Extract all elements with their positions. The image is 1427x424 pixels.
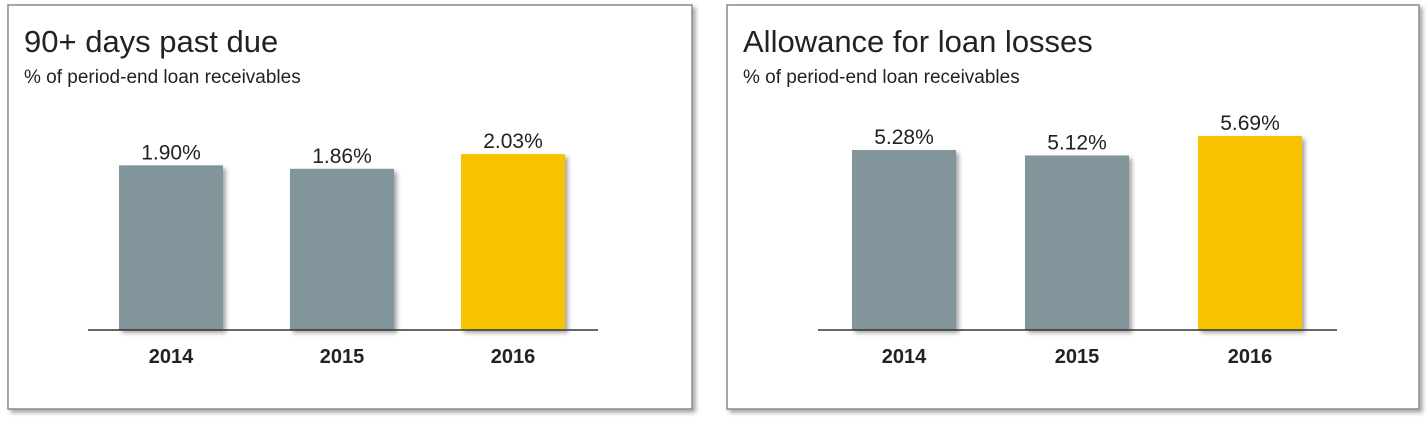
x-tick-label: 2016 <box>491 346 536 368</box>
bar <box>290 168 394 330</box>
value-label: 1.90% <box>141 141 201 164</box>
value-label: 5.69% <box>1220 112 1280 135</box>
chart-title: Allowance for loan losses <box>743 24 1093 59</box>
chart-panel: 90+ days past due % of period-end loan re… <box>7 4 693 410</box>
chart-title: 90+ days past due <box>24 24 278 59</box>
value-label: 5.12% <box>1047 131 1107 154</box>
value-label: 1.86% <box>312 145 372 168</box>
value-label: 5.28% <box>874 126 934 149</box>
chart-subtitle: % of period-end loan receivables <box>743 67 1020 88</box>
bar <box>1025 155 1129 330</box>
x-tick-label: 2015 <box>1055 346 1100 368</box>
chart-subtitle: % of period-end loan receivables <box>24 67 301 88</box>
bar <box>852 149 956 330</box>
x-tick-label: 2016 <box>1228 346 1273 368</box>
bar <box>119 165 223 330</box>
chart-panel: Allowance for loan losses % of period-end… <box>726 4 1420 410</box>
bar <box>461 154 565 330</box>
x-tick-label: 2014 <box>882 346 927 368</box>
x-tick-label: 2015 <box>320 346 365 368</box>
bar <box>1198 135 1302 330</box>
value-label: 2.03% <box>483 130 543 153</box>
x-tick-label: 2014 <box>149 346 194 368</box>
